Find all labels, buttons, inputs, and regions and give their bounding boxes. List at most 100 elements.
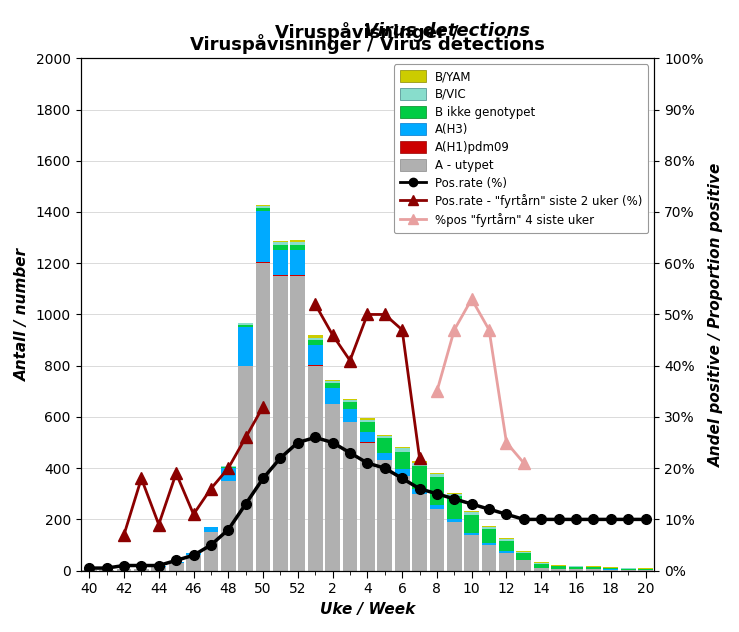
Bar xyxy=(568,567,583,569)
Bar xyxy=(290,276,305,571)
Bar xyxy=(482,530,497,544)
Y-axis label: Antall / number: Antall / number xyxy=(15,248,30,381)
Title: Viruspåvisninger / Virus detections: Viruspåvisninger / Virus detections xyxy=(190,34,545,54)
Bar xyxy=(238,324,253,325)
Bar xyxy=(464,533,479,535)
Bar xyxy=(603,568,618,569)
Bar xyxy=(203,527,218,532)
Y-axis label: Andel positive / Proportion positive: Andel positive / Proportion positive xyxy=(709,162,724,466)
Bar xyxy=(308,337,323,339)
Bar xyxy=(412,489,427,494)
Bar xyxy=(412,494,427,571)
Bar xyxy=(238,327,253,366)
Bar xyxy=(447,520,462,522)
Bar xyxy=(551,569,566,571)
Bar xyxy=(82,570,97,571)
Bar xyxy=(343,409,358,422)
Bar xyxy=(221,481,236,571)
Bar xyxy=(412,466,427,489)
Bar xyxy=(568,569,583,571)
Bar xyxy=(482,527,497,530)
Bar xyxy=(308,344,323,365)
Bar xyxy=(395,447,409,449)
Bar xyxy=(499,552,514,553)
X-axis label: Uke / Week: Uke / Week xyxy=(320,602,415,617)
Bar xyxy=(378,461,392,571)
Bar xyxy=(517,550,531,552)
Bar xyxy=(586,569,601,571)
Bar xyxy=(221,466,236,467)
Bar xyxy=(534,568,548,571)
Bar xyxy=(325,383,340,388)
Bar xyxy=(447,494,462,496)
Bar xyxy=(534,563,548,564)
Bar xyxy=(464,511,479,512)
Bar xyxy=(447,496,462,520)
Bar xyxy=(464,515,479,533)
Bar xyxy=(378,435,392,436)
Bar xyxy=(256,263,270,571)
Bar xyxy=(151,566,166,567)
Bar xyxy=(308,336,323,337)
Bar xyxy=(290,240,305,243)
Bar xyxy=(238,325,253,327)
Bar xyxy=(499,538,514,539)
Bar xyxy=(464,512,479,515)
Bar xyxy=(308,339,323,344)
Bar xyxy=(395,449,409,451)
Bar xyxy=(482,526,497,527)
Bar xyxy=(464,535,479,571)
Bar xyxy=(429,509,444,571)
Bar xyxy=(256,205,270,206)
Bar xyxy=(343,422,358,571)
Bar xyxy=(308,366,323,571)
Bar xyxy=(517,553,531,559)
Bar xyxy=(412,461,427,463)
Bar xyxy=(499,553,514,571)
Bar xyxy=(273,245,287,250)
Bar xyxy=(290,243,305,245)
Legend: B/YAM, B/VIC, B ikke genotypet, A(H3), A(H1)pdm09, A - utypet, Pos.rate (%), Pos: B/YAM, B/VIC, B ikke genotypet, A(H3), A… xyxy=(394,64,648,233)
Bar xyxy=(360,422,375,432)
Bar xyxy=(429,506,444,509)
Bar xyxy=(395,470,409,476)
Bar xyxy=(273,243,287,245)
Bar xyxy=(360,420,375,422)
Bar xyxy=(378,439,392,453)
Bar xyxy=(586,566,601,567)
Bar xyxy=(447,492,462,494)
Bar xyxy=(360,442,375,571)
Bar xyxy=(273,241,287,243)
Bar xyxy=(168,562,183,563)
Bar xyxy=(273,250,287,276)
Bar xyxy=(360,418,375,420)
Bar xyxy=(534,564,548,568)
Bar xyxy=(256,262,270,263)
Bar xyxy=(586,568,601,569)
Bar xyxy=(412,463,427,466)
Bar xyxy=(378,453,392,460)
Bar xyxy=(290,250,305,276)
Bar xyxy=(290,245,305,250)
Bar xyxy=(447,522,462,571)
Bar xyxy=(221,467,236,468)
Bar xyxy=(273,276,287,571)
Bar xyxy=(517,561,531,571)
Bar xyxy=(395,476,409,571)
Bar xyxy=(168,563,183,571)
Bar xyxy=(429,473,444,474)
Bar xyxy=(256,206,270,208)
Bar xyxy=(99,569,114,571)
Bar xyxy=(238,366,253,571)
Bar xyxy=(499,539,514,541)
Bar xyxy=(203,532,218,571)
Bar xyxy=(343,399,358,400)
Bar xyxy=(134,569,149,571)
Bar xyxy=(117,569,132,571)
Bar xyxy=(517,559,531,561)
Bar xyxy=(429,474,444,477)
Bar xyxy=(603,570,618,571)
Bar xyxy=(482,544,497,545)
Bar xyxy=(499,541,514,552)
Text: Viruspåvisninger /: Viruspåvisninger / xyxy=(275,22,464,42)
